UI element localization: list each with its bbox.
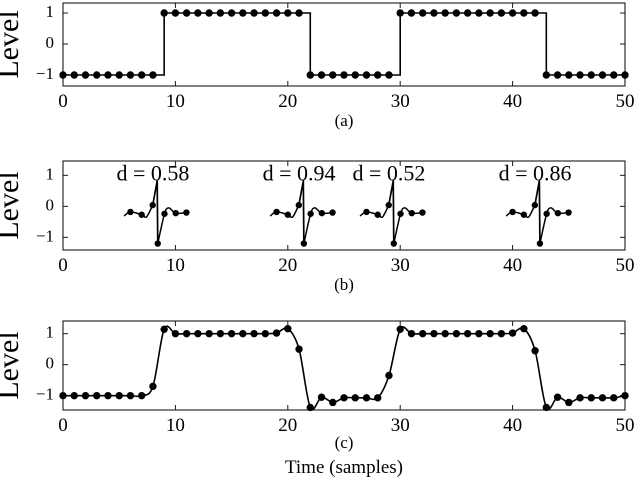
svg-text:Level: Level [0,171,25,239]
svg-text:40: 40 [503,91,522,112]
svg-text:10: 10 [166,255,185,276]
svg-text:d = 0.94: d = 0.94 [263,161,336,186]
svg-text:30: 30 [391,91,410,112]
svg-text:(a): (a) [335,111,354,130]
svg-text:0: 0 [58,91,68,112]
svg-text:(c): (c) [335,433,354,452]
svg-text:0: 0 [58,415,68,436]
svg-text:10: 10 [166,415,185,436]
svg-text:d = 0.52: d = 0.52 [352,161,425,186]
svg-text:(b): (b) [334,275,354,294]
svg-text:20: 20 [278,91,297,112]
svg-text:1: 1 [46,323,55,342]
svg-text:20: 20 [278,415,297,436]
svg-text:−1: −1 [36,385,54,404]
svg-text:0: 0 [46,354,55,373]
svg-text:Time (samples): Time (samples) [285,457,403,478]
svg-text:0: 0 [46,33,55,52]
svg-text:d = 0.86: d = 0.86 [499,161,572,186]
svg-text:0: 0 [58,255,68,276]
svg-text:1: 1 [46,164,55,183]
svg-text:50: 50 [616,255,635,276]
svg-text:50: 50 [616,91,635,112]
svg-text:d = 0.58: d = 0.58 [116,161,189,186]
svg-text:0: 0 [46,195,55,214]
svg-text:50: 50 [616,415,635,436]
svg-text:30: 30 [391,255,410,276]
svg-text:Level: Level [0,331,25,399]
svg-text:30: 30 [391,415,410,436]
svg-text:40: 40 [503,255,522,276]
svg-text:20: 20 [278,255,297,276]
svg-text:1: 1 [46,2,55,21]
svg-text:−1: −1 [36,64,54,83]
svg-text:10: 10 [166,91,185,112]
svg-text:−1: −1 [36,226,54,245]
svg-text:Level: Level [0,10,25,78]
svg-text:40: 40 [503,415,522,436]
